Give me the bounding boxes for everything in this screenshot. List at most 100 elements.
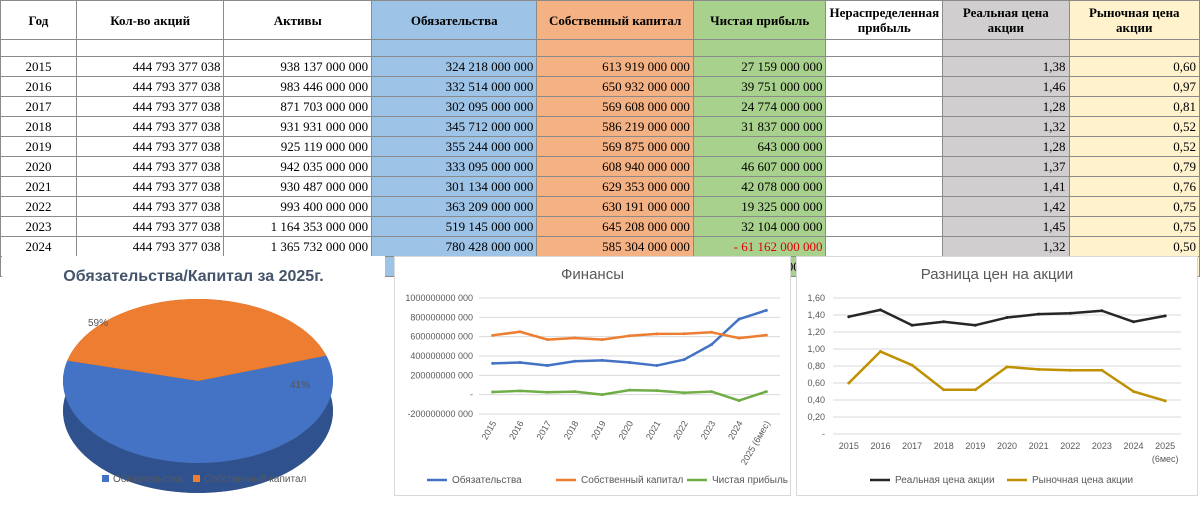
cell-market-price[interactable]: 0,97 bbox=[1068, 76, 1200, 97]
cell-equity[interactable]: 629 353 000 000 bbox=[536, 176, 694, 197]
cell-liabilities[interactable]: 333 095 000 000 bbox=[371, 156, 538, 177]
cell-retained-earnings[interactable] bbox=[825, 136, 944, 157]
cell-year[interactable]: 2016 bbox=[0, 76, 77, 97]
cell[interactable] bbox=[1068, 39, 1200, 57]
cell-year[interactable]: 2020 bbox=[0, 156, 77, 177]
cell-year[interactable]: 2015 bbox=[0, 56, 77, 77]
data-point[interactable] bbox=[545, 390, 549, 394]
data-point[interactable] bbox=[942, 320, 946, 324]
data-point[interactable] bbox=[737, 336, 741, 340]
finance-chart-panel[interactable]: Финансы 1000000000 000 800000000 000 60000… bbox=[394, 256, 791, 496]
cell-assets[interactable]: 1 365 732 000 000 bbox=[223, 236, 373, 257]
cell-equity[interactable]: 569 875 000 000 bbox=[536, 136, 694, 157]
cell-net-profit[interactable]: 19 325 000 000 bbox=[692, 196, 827, 217]
cell-retained-earnings[interactable] bbox=[825, 76, 944, 97]
cell-retained-earnings[interactable] bbox=[825, 236, 944, 257]
cell-retained-earnings[interactable] bbox=[825, 196, 944, 217]
cell-assets[interactable]: 938 137 000 000 bbox=[223, 56, 373, 77]
cell-real-price[interactable]: 1,28 bbox=[942, 96, 1070, 117]
data-point[interactable] bbox=[1163, 314, 1167, 318]
cell-real-price[interactable]: 1,46 bbox=[942, 76, 1070, 97]
data-point[interactable] bbox=[973, 388, 977, 392]
data-point[interactable] bbox=[682, 358, 686, 362]
data-point[interactable] bbox=[573, 359, 577, 363]
data-point[interactable] bbox=[847, 381, 851, 385]
cell-net-profit[interactable]: 31 837 000 000 bbox=[692, 116, 827, 137]
header-year[interactable]: Год bbox=[0, 0, 77, 40]
cell[interactable] bbox=[371, 39, 538, 57]
cell-assets[interactable]: 925 119 000 000 bbox=[223, 136, 373, 157]
cell-shares-count[interactable]: 444 793 377 038 bbox=[75, 196, 225, 217]
cell-equity[interactable]: 613 919 000 000 bbox=[536, 56, 694, 77]
cell-liabilities[interactable]: 355 244 000 000 bbox=[371, 136, 538, 157]
pie-chart-panel[interactable]: Обязательства/Капитал за 2025г. 59% 41% Об… bbox=[2, 256, 385, 508]
header-shares-count[interactable]: Кол-во акций bbox=[75, 0, 225, 40]
cell-shares-count[interactable]: 444 793 377 038 bbox=[75, 136, 225, 157]
cell-shares-count[interactable]: 444 793 377 038 bbox=[75, 116, 225, 137]
cell-net-profit[interactable]: 42 078 000 000 bbox=[692, 176, 827, 197]
cell-year[interactable]: 2019 bbox=[0, 136, 77, 157]
cell[interactable] bbox=[942, 39, 1070, 57]
data-point[interactable] bbox=[491, 390, 495, 394]
data-point[interactable] bbox=[1132, 390, 1136, 393]
cell-retained-earnings[interactable] bbox=[825, 176, 944, 197]
cell-liabilities[interactable]: 345 712 000 000 bbox=[371, 116, 538, 137]
cell-real-price[interactable]: 1,37 bbox=[942, 156, 1070, 177]
price-chart-panel[interactable]: Разница цен на акции 1,60 1,40 1,20 1,00 0,8… bbox=[796, 256, 1198, 496]
data-point[interactable] bbox=[737, 317, 741, 321]
cell-assets[interactable]: 1 164 353 000 000 bbox=[223, 216, 373, 237]
data-point[interactable] bbox=[1068, 311, 1072, 315]
cell-market-price[interactable]: 0,60 bbox=[1068, 56, 1200, 77]
cell-retained-earnings[interactable] bbox=[825, 116, 944, 137]
cell-net-profit[interactable]: 46 607 000 000 bbox=[692, 156, 827, 177]
cell-shares-count[interactable]: 444 793 377 038 bbox=[75, 236, 225, 257]
cell-liabilities[interactable]: 519 145 000 000 bbox=[371, 216, 538, 237]
cell-market-price[interactable]: 0,75 bbox=[1068, 216, 1200, 237]
cell-equity[interactable]: 650 932 000 000 bbox=[536, 76, 694, 97]
data-point[interactable] bbox=[1132, 320, 1136, 324]
data-point[interactable] bbox=[682, 332, 686, 336]
cell-real-price[interactable]: 1,32 bbox=[942, 236, 1070, 257]
data-point[interactable] bbox=[942, 388, 946, 392]
data-point[interactable] bbox=[682, 391, 686, 395]
data-point[interactable] bbox=[628, 360, 631, 364]
data-point[interactable] bbox=[491, 361, 495, 365]
header-net-profit[interactable]: Чистая прибыль bbox=[692, 0, 827, 40]
data-point[interactable] bbox=[628, 388, 631, 392]
cell-market-price[interactable]: 0,50 bbox=[1068, 236, 1200, 257]
cell-year[interactable]: 2018 bbox=[0, 116, 77, 137]
data-point[interactable] bbox=[600, 358, 604, 362]
cell-assets[interactable]: 930 487 000 000 bbox=[223, 176, 373, 197]
data-point[interactable] bbox=[710, 342, 714, 346]
cell[interactable] bbox=[75, 39, 225, 57]
data-point[interactable] bbox=[573, 336, 577, 340]
cell-retained-earnings[interactable] bbox=[825, 56, 944, 77]
pie-slice-liabilities[interactable] bbox=[62, 355, 334, 463]
data-point[interactable] bbox=[545, 338, 549, 342]
cell-equity[interactable]: 608 940 000 000 bbox=[536, 156, 694, 177]
cell-year[interactable]: 2023 bbox=[0, 216, 77, 237]
cell[interactable] bbox=[692, 39, 827, 57]
series-line-1[interactable] bbox=[847, 350, 1166, 403]
data-point[interactable] bbox=[573, 390, 577, 394]
cell-market-price[interactable]: 0,52 bbox=[1068, 136, 1200, 157]
cell[interactable] bbox=[0, 39, 77, 57]
data-point[interactable] bbox=[545, 363, 549, 367]
cell-real-price[interactable]: 1,45 bbox=[942, 216, 1070, 237]
cell-liabilities[interactable]: 301 134 000 000 bbox=[371, 176, 538, 197]
header-real-price[interactable]: Реальная цена акции bbox=[942, 0, 1070, 40]
cell-shares-count[interactable]: 444 793 377 038 bbox=[75, 56, 225, 77]
cell-net-profit[interactable]: - 61 162 000 000 bbox=[692, 236, 827, 257]
cell-equity[interactable]: 645 208 000 000 bbox=[536, 216, 694, 237]
data-point[interactable] bbox=[973, 323, 977, 327]
cell-shares-count[interactable]: 444 793 377 038 bbox=[75, 216, 225, 237]
cell-net-profit[interactable]: 24 774 000 000 bbox=[692, 96, 827, 117]
cell-market-price[interactable]: 0,79 bbox=[1068, 156, 1200, 177]
data-point[interactable] bbox=[1100, 309, 1104, 313]
cell-liabilities[interactable]: 324 218 000 000 bbox=[371, 56, 538, 77]
data-point[interactable] bbox=[764, 308, 768, 312]
cell-assets[interactable]: 931 931 000 000 bbox=[223, 116, 373, 137]
data-point[interactable] bbox=[491, 333, 495, 337]
cell-net-profit[interactable]: 27 159 000 000 bbox=[692, 56, 827, 77]
cell-assets[interactable]: 871 703 000 000 bbox=[223, 96, 373, 117]
